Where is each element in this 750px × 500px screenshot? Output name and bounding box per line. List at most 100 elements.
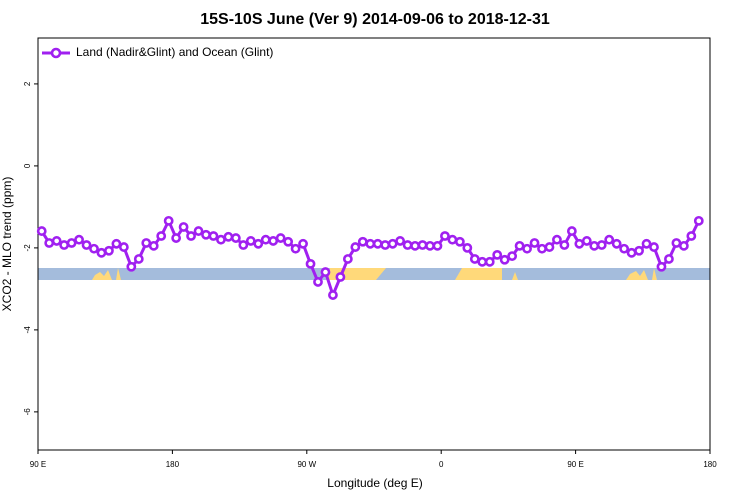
data-point	[104, 245, 114, 256]
data-point	[260, 234, 271, 245]
land-patch	[455, 268, 502, 280]
data-point	[96, 247, 107, 258]
surface-band	[38, 268, 710, 280]
data-point	[484, 256, 495, 267]
data-point	[552, 234, 562, 245]
data-point	[118, 242, 129, 252]
data-point	[641, 238, 652, 249]
data-point	[89, 243, 99, 254]
data-point	[559, 240, 570, 250]
data-point	[372, 238, 383, 249]
data-point	[357, 236, 368, 247]
data-point	[335, 272, 346, 282]
data-point	[320, 267, 331, 277]
data-point	[693, 215, 704, 226]
data-point	[574, 238, 585, 249]
y-tick-label: 2	[23, 81, 32, 86]
x-tick-label: 180	[703, 460, 717, 469]
data-point	[44, 238, 55, 248]
data-point	[216, 234, 226, 245]
data-point	[238, 240, 249, 250]
data-point	[275, 233, 286, 243]
land-patch	[92, 270, 112, 280]
x-tick-label: 0	[439, 460, 444, 469]
data-point	[245, 236, 256, 246]
data-point	[447, 234, 458, 245]
data-point	[305, 258, 316, 269]
data-point	[365, 238, 376, 249]
data-point	[36, 226, 47, 236]
data-point	[626, 247, 637, 258]
data-point	[440, 231, 450, 241]
data-point	[74, 234, 84, 245]
x-tick-label: 90 E	[30, 460, 46, 469]
data-point	[432, 240, 443, 251]
data-point	[223, 231, 234, 242]
x-tick-label: 180	[166, 460, 180, 469]
data-point	[133, 254, 144, 264]
data-point	[492, 249, 503, 260]
data-point	[350, 242, 361, 252]
data-point	[283, 236, 294, 247]
data-point	[499, 254, 510, 265]
data-point	[664, 254, 674, 264]
x-tick-label: 90 E	[567, 460, 583, 469]
data-point	[380, 240, 391, 250]
data-point	[81, 240, 92, 250]
legend-marker	[50, 47, 62, 59]
data-point	[522, 243, 532, 254]
data-point	[328, 290, 338, 300]
x-axis-label: Longitude (deg E)	[327, 476, 422, 490]
data-point	[656, 261, 667, 272]
data-point	[477, 256, 488, 267]
data-point	[163, 215, 174, 226]
data-point	[581, 236, 592, 246]
y-tick-label: -4	[23, 326, 32, 334]
data-point	[402, 240, 413, 250]
data-point	[186, 231, 196, 241]
land-patch	[652, 268, 657, 280]
data-point	[537, 243, 547, 254]
data-point	[395, 236, 406, 246]
data-point	[126, 261, 137, 272]
legend-label: Land (Nadir&Glint) and Ocean (Glint)	[76, 45, 273, 59]
data-point	[156, 231, 167, 241]
data-point	[66, 238, 77, 248]
data-point	[410, 240, 420, 251]
data-point	[507, 251, 518, 261]
data-point	[634, 245, 644, 256]
plot-frame	[37, 37, 711, 451]
data-point	[544, 242, 555, 252]
data-point	[589, 240, 600, 251]
data-point	[686, 231, 697, 241]
chart-title: 15S-10S June (Ver 9) 2014-09-06 to 2018-…	[200, 11, 550, 28]
land-patch	[116, 268, 121, 280]
data-point	[342, 254, 353, 264]
y-axis-label: XCO2 - MLO trend (ppm)	[0, 177, 14, 312]
data-point	[268, 236, 279, 246]
data-point	[253, 238, 264, 249]
data-point	[566, 226, 577, 236]
data-point	[417, 240, 428, 250]
y-tick-label: -2	[23, 244, 32, 252]
data-point	[469, 254, 480, 264]
data-point	[290, 243, 301, 254]
data-point	[148, 240, 159, 251]
data-point	[171, 233, 182, 243]
data-point	[178, 222, 189, 232]
data-point	[649, 242, 659, 252]
data-point	[51, 236, 62, 246]
data-point	[313, 277, 323, 287]
data-point	[208, 231, 219, 241]
data-point	[671, 238, 682, 248]
y-tick-label: -6	[23, 408, 32, 416]
y-tick-label: 0	[23, 163, 32, 168]
data-point	[529, 238, 540, 248]
data-point	[611, 238, 622, 249]
data-point	[425, 240, 435, 251]
data-point	[462, 242, 473, 253]
data-point	[514, 240, 525, 251]
data-point	[59, 240, 70, 250]
data-point	[230, 233, 241, 243]
